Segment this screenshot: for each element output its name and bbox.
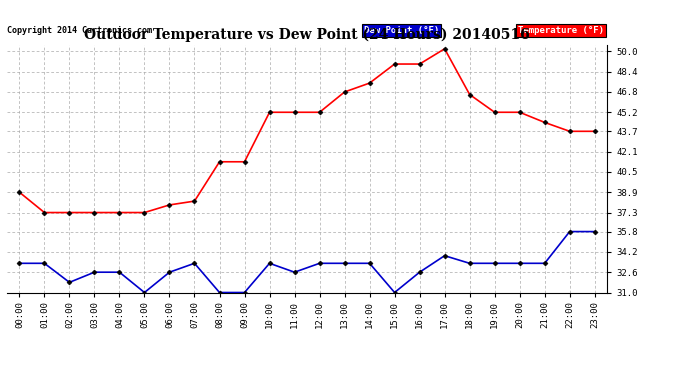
Text: Copyright 2014 Cartronics.com: Copyright 2014 Cartronics.com	[7, 26, 152, 35]
Text: Dew Point (°F): Dew Point (°F)	[364, 26, 439, 35]
Text: Temperature (°F): Temperature (°F)	[518, 26, 604, 35]
Title: Outdoor Temperature vs Dew Point (24 Hours) 20140516: Outdoor Temperature vs Dew Point (24 Hou…	[84, 28, 530, 42]
